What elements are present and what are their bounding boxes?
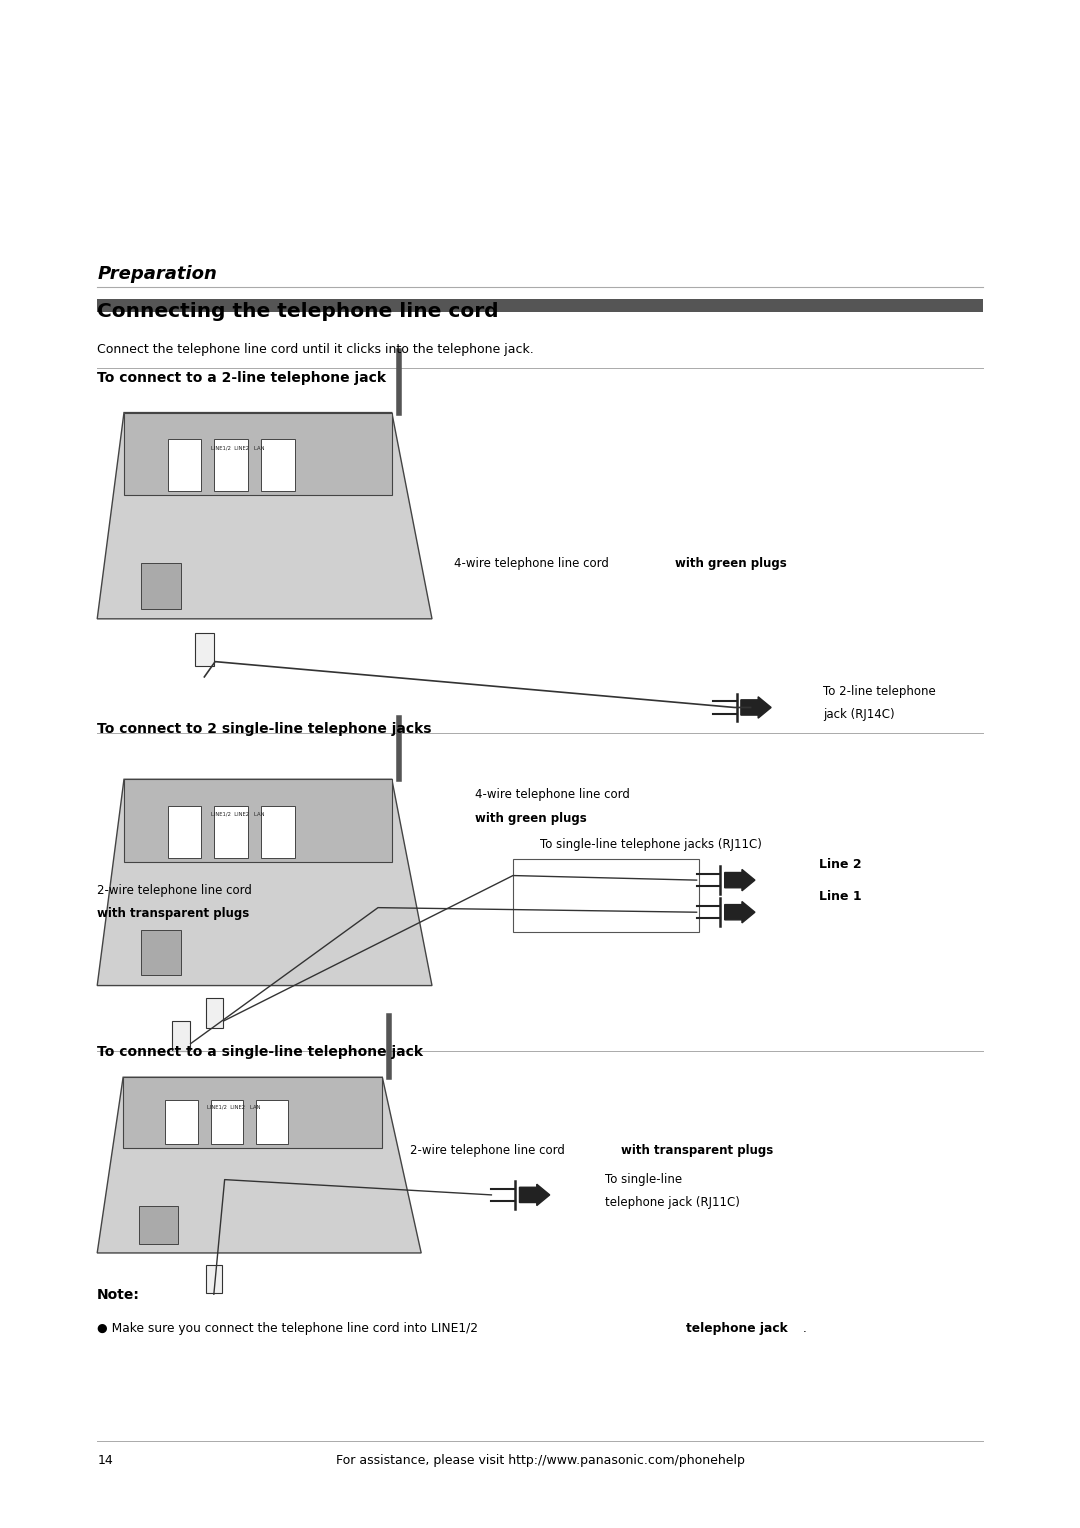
Polygon shape <box>97 413 432 619</box>
Bar <box>261 807 295 857</box>
Bar <box>140 931 180 975</box>
Text: ● Make sure you connect the telephone line cord into LINE1/2: ● Make sure you connect the telephone li… <box>97 1322 482 1335</box>
FancyArrow shape <box>519 1184 550 1206</box>
Text: Line 1: Line 1 <box>819 889 861 903</box>
Text: Preparation: Preparation <box>97 264 217 283</box>
Text: 4-wire telephone line cord: 4-wire telephone line cord <box>475 787 630 801</box>
Bar <box>205 998 224 1028</box>
Bar <box>139 1206 178 1244</box>
Bar <box>194 633 214 666</box>
Text: with green plugs: with green plugs <box>475 811 586 825</box>
Bar <box>167 807 201 857</box>
Text: To connect to 2 single-line telephone jacks: To connect to 2 single-line telephone ja… <box>97 723 432 736</box>
Text: Line 2: Line 2 <box>819 857 861 871</box>
Text: LINE1/2  LINE2   LAN: LINE1/2 LINE2 LAN <box>211 811 265 817</box>
Polygon shape <box>124 413 392 495</box>
Text: To single-line telephone jacks (RJ11C): To single-line telephone jacks (RJ11C) <box>540 837 761 851</box>
Text: jack (RJ14C): jack (RJ14C) <box>823 707 894 721</box>
Text: 2-wire telephone line cord: 2-wire telephone line cord <box>410 1143 569 1157</box>
Text: To connect to a single-line telephone jack: To connect to a single-line telephone ja… <box>97 1045 423 1059</box>
Bar <box>140 564 180 608</box>
Text: with green plugs: with green plugs <box>675 556 786 570</box>
Text: For assistance, please visit http://www.panasonic.com/phonehelp: For assistance, please visit http://www.… <box>336 1453 744 1467</box>
FancyArrow shape <box>725 902 755 923</box>
Text: Connect the telephone line cord until it clicks into the telephone jack.: Connect the telephone line cord until it… <box>97 342 534 356</box>
Bar <box>513 859 699 932</box>
Polygon shape <box>123 1077 382 1148</box>
Bar <box>256 1100 288 1144</box>
Text: with transparent plugs: with transparent plugs <box>97 906 249 920</box>
Text: Connecting the telephone line cord: Connecting the telephone line cord <box>97 303 499 321</box>
Bar <box>165 1100 198 1144</box>
Text: .: . <box>802 1322 807 1335</box>
Bar <box>97 299 983 312</box>
Bar <box>261 440 295 490</box>
Text: 2-wire telephone line cord: 2-wire telephone line cord <box>97 883 252 897</box>
Bar <box>167 440 201 490</box>
Text: To connect to a 2-line telephone jack: To connect to a 2-line telephone jack <box>97 371 387 385</box>
Polygon shape <box>124 779 392 862</box>
Text: 14: 14 <box>97 1453 113 1467</box>
Text: 4-wire telephone line cord: 4-wire telephone line cord <box>454 556 612 570</box>
Polygon shape <box>97 1077 421 1253</box>
FancyArrow shape <box>741 697 771 718</box>
Bar <box>215 440 248 490</box>
Bar <box>211 1100 243 1144</box>
Text: LINE1/2  LINE2   LAN: LINE1/2 LINE2 LAN <box>206 1105 260 1109</box>
Text: with transparent plugs: with transparent plugs <box>621 1143 773 1157</box>
Bar <box>205 1265 222 1293</box>
Text: To single-line: To single-line <box>605 1172 681 1186</box>
FancyArrow shape <box>725 869 755 891</box>
Bar <box>215 807 248 857</box>
Text: telephone jack (RJ11C): telephone jack (RJ11C) <box>605 1195 740 1209</box>
Text: Note:: Note: <box>97 1288 140 1302</box>
Bar <box>172 1021 189 1051</box>
Text: LINE1/2  LINE2   LAN: LINE1/2 LINE2 LAN <box>211 445 265 451</box>
Polygon shape <box>97 779 432 986</box>
Text: To 2-line telephone: To 2-line telephone <box>823 685 935 698</box>
Text: telephone jack: telephone jack <box>686 1322 787 1335</box>
